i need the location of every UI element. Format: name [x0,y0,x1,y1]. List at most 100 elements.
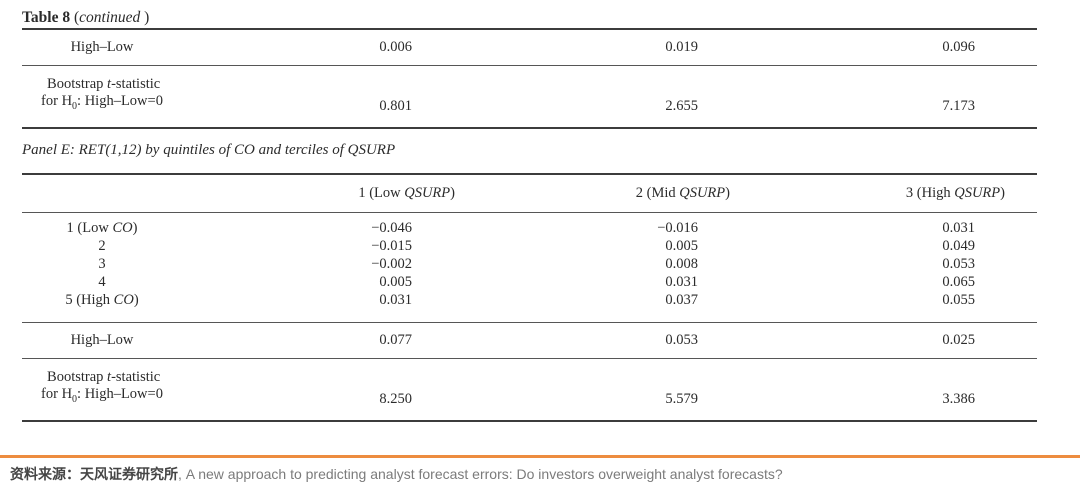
col3-post: ) [1000,184,1005,201]
col1-pre: 1 (Low [358,184,405,201]
row-label-bootstrap: Bootstrap t-statistic for H0: High–Low=0 [22,369,282,408]
cell-value: 0.053 [942,256,975,273]
table-title: Table 8 (continued ) [22,0,1037,28]
rowlbl-post: ) [132,220,138,237]
bootstrap-label: Bootstrap t-statistic for H0: High–Low=0 [41,76,163,115]
cell-value: 0.031 [942,220,975,237]
bootstrap-l2-pre: for H [41,385,73,402]
table-divider [22,211,1037,213]
col3-italic: QSURP [954,184,1001,201]
h0-subscript: 0 [72,100,78,112]
cell-value: 0.006 [379,39,412,55]
column-header-high-qsurp: 3 (High QSURP) [762,185,1037,202]
cell-value: 0.801 [379,97,412,114]
cell-value: −0.002 [371,256,412,273]
cell-value: 0.031 [665,274,698,291]
bootstrap-l1-post: -statistic [111,76,161,92]
paper-table-sheet: Table 8 (continued ) High–Low 0.006 0.01… [22,0,1037,422]
header-row: 1 (Low QSURP) 2 (Mid QSURP) 3 (High QSUR… [22,175,1037,212]
row-label-quintile-1: 1 (Low CO) [22,220,282,237]
rowlbl-italic: CO [112,220,133,237]
cell-value: 0.077 [379,331,412,348]
col2-post: ) [725,184,730,201]
rowlbl-pre: 3 [98,256,106,273]
col1-post: ) [450,184,455,201]
cell-value: 0.025 [942,331,975,348]
table-title-paren-open: ( [70,9,80,26]
row-label-quintile-2: 2 [22,238,282,255]
table-divider [22,65,1037,66]
col2-italic: QSURP [679,184,726,201]
cell-value: 0.055 [942,292,975,309]
cell-value: −0.016 [657,220,698,237]
panel-e-table: 1 (Low QSURP) 2 (Mid QSURP) 3 (High QSUR… [22,172,1037,422]
source-zh: 资料来源：天风证券研究所 [10,465,178,482]
table-divider [22,321,1037,323]
table-row: Bootstrap t-statistic for H0: High–Low=0… [22,359,1037,420]
bootstrap-l2-pre: for H [41,93,73,109]
bootstrap-l1-pre: Bootstrap [47,76,108,92]
bootstrap-label-line2: for H0: High–Low=0 [41,93,163,115]
cell-value: 8.250 [379,390,412,407]
bootstrap-l1-italic-t: t [107,368,112,385]
table-title-continued: continued [79,9,141,26]
cell-value: 0.019 [665,39,698,55]
h0-subscript: 0 [72,393,78,405]
bootstrap-label-line1: Bootstrap t-statistic [41,76,163,93]
bootstrap-l2-post: : High–Low=0 [77,93,163,109]
column-header-mid-qsurp: 2 (Mid QSURP) [482,185,762,202]
rowlbl-italic: CO [113,292,134,309]
quintile-rows: 1 (Low CO) −0.046 −0.016 0.031 2 −0.015 … [22,213,1037,322]
row-label-bootstrap: Bootstrap t-statistic for H0: High–Low=0 [22,76,282,115]
cell-value: 0.031 [379,292,412,309]
table-title-paren-close: ) [140,9,150,26]
source-line: 资料来源：天风证券研究所, A new approach to predicti… [0,458,1080,483]
column-header-low-qsurp: 1 (Low QSURP) [282,185,482,202]
table-row: 4 0.005 0.031 0.065 [22,274,1037,292]
rowlbl-post: ) [133,292,139,309]
cell-value: −0.015 [371,238,412,255]
table-title-number: Table 8 [22,9,71,26]
cell-value: 7.173 [942,97,975,114]
row-label-quintile-4: 4 [22,274,282,291]
table-row: 1 (Low CO) −0.046 −0.016 0.031 [22,220,1037,238]
col2-pre: 2 (Mid [635,184,680,201]
cell-value: −0.046 [371,220,412,237]
cell-value: 0.008 [665,256,698,273]
bootstrap-label-line1: Bootstrap t-statistic [41,369,163,386]
source-citation: , A new approach to predicting analyst f… [178,465,783,482]
report-footer: 资料来源：天风证券研究所, A new approach to predicti… [0,454,1080,483]
row-label-high-low: High–Low [70,331,134,348]
cell-value: 0.065 [942,274,975,291]
accent-divider [0,454,1080,458]
table-row: Bootstrap t-statistic for H0: High–Low=0… [22,66,1037,127]
bootstrap-l1-italic-t: t [107,76,112,92]
cell-value: 5.579 [665,390,698,407]
cell-value: 0.005 [665,238,698,255]
rowlbl-pre: 4 [98,274,106,291]
cell-value: 2.655 [665,97,698,114]
bootstrap-l1-pre: Bootstrap [47,368,108,385]
rowlbl-pre: 1 (Low [66,220,113,237]
cell-value: 0.005 [379,274,412,291]
table-row: High–Low 0.006 0.019 0.096 [22,30,1037,65]
cell-value: 0.049 [942,238,975,255]
table-divider [22,357,1037,359]
table-row: 5 (High CO) 0.031 0.037 0.055 [22,292,1037,310]
col3-pre: 3 (High [905,184,955,201]
row-label-high-low: High–Low [70,39,134,55]
bootstrap-label-line2: for H0: High–Low=0 [41,386,163,408]
bootstrap-l2-post: : High–Low=0 [77,385,163,402]
bootstrap-label: Bootstrap t-statistic for H0: High–Low=0 [41,369,163,408]
cell-value: 0.096 [942,39,975,55]
table-row: 2 −0.015 0.005 0.049 [22,238,1037,256]
rowlbl-pre: 2 [98,238,106,255]
bootstrap-l1-post: -statistic [111,368,161,385]
cell-value: 0.037 [665,292,698,309]
table-row: 3 −0.002 0.008 0.053 [22,256,1037,274]
row-label-quintile-3: 3 [22,256,282,273]
table-row: High–Low 0.077 0.053 0.025 [22,323,1037,358]
rowlbl-pre: 5 (High [65,292,114,309]
row-label-quintile-5: 5 (High CO) [22,292,282,309]
